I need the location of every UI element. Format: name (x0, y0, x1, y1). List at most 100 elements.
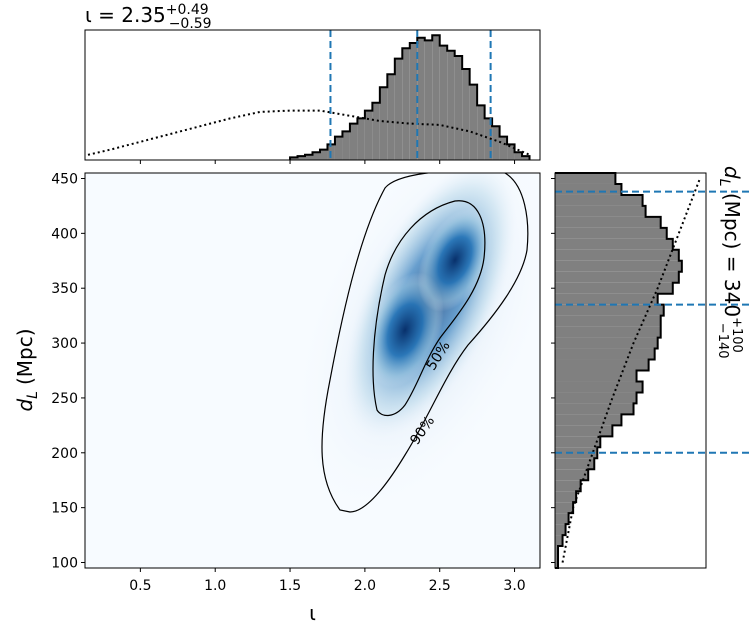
y-label-sub: L (25, 391, 41, 399)
hist-bar (555, 436, 601, 448)
hist-bar (507, 144, 515, 160)
hist-bar (555, 381, 643, 393)
y-tick-label: 250 (51, 391, 78, 407)
hist-bar (555, 491, 577, 503)
side-title-var: d (720, 166, 744, 179)
y-tick-label: 300 (51, 336, 78, 352)
hist-bar (484, 118, 493, 160)
y-label-unit: (Mpc) (13, 328, 37, 385)
hist-bar (477, 105, 485, 160)
hist-bar (402, 48, 410, 161)
hist-bar (555, 546, 559, 558)
hist-bar (555, 282, 673, 294)
hist-bar (492, 126, 500, 160)
hist-bar (454, 56, 463, 160)
hist-bar (555, 216, 661, 228)
hist-bar (555, 414, 622, 426)
side-title-main: (Mpc) = 340 (720, 187, 744, 318)
hist-bar (555, 337, 658, 349)
hist-bar (417, 37, 425, 160)
hist-bar (555, 403, 634, 415)
y-tick-label: 100 (51, 556, 78, 572)
hist-bar (555, 260, 682, 272)
hist-bar (319, 149, 328, 160)
hist-bar (514, 152, 523, 160)
hist-bar (297, 156, 306, 160)
title-upper: +0.49 (166, 2, 209, 18)
x-tick-label: 0.5 (129, 578, 151, 594)
hist-bar (312, 152, 320, 160)
hist-bar (555, 447, 598, 459)
hist-bar (555, 238, 673, 250)
hist-bar (387, 74, 395, 160)
contour-90 (321, 173, 529, 513)
hist-bar (499, 136, 508, 160)
hist-outline (289, 34, 531, 160)
hist-bar (447, 50, 455, 160)
hist-bar (555, 227, 667, 239)
hist-bar (555, 315, 661, 327)
y-tick-label: 200 (51, 446, 78, 462)
hist-bar (424, 40, 433, 160)
hist-bar (555, 271, 679, 283)
x-tick-label: 3.0 (503, 578, 525, 594)
hist-bar (439, 45, 448, 160)
y-axis-label: dL (Mpc) (13, 328, 41, 411)
hist-bar (555, 370, 637, 382)
hist-bar (522, 156, 530, 160)
hist-bar (555, 249, 679, 261)
x-tick-label: 2.5 (429, 578, 451, 594)
hist-bar (462, 69, 470, 160)
hist-bar (555, 458, 595, 470)
hist-bar (349, 123, 358, 160)
hist-bar (555, 524, 566, 536)
hist-bar (555, 469, 589, 481)
x-tick-label: 1.5 (279, 578, 301, 594)
hist-bar (555, 326, 661, 338)
hist-bar (364, 110, 373, 160)
density-field (85, 173, 540, 568)
right-frame (554, 172, 707, 569)
main-frame (84, 172, 541, 569)
side-title-sub: L (716, 179, 732, 187)
hist-bar (555, 205, 646, 217)
y-tick-label: 350 (51, 281, 78, 297)
hist-bar (555, 513, 569, 525)
top-frame (84, 29, 541, 161)
hist-bar (342, 131, 350, 160)
hist-bar (409, 43, 418, 160)
side-title-upper: +100 (729, 317, 744, 353)
hist-bar (555, 480, 581, 492)
title-lower: −0.59 (169, 16, 212, 32)
hist-bar (379, 87, 388, 160)
hist-bar (372, 102, 380, 160)
hist-bar (469, 84, 478, 160)
hist-bar (555, 173, 616, 184)
x-axis-label: ι (309, 601, 316, 625)
x-tick-label: 1.0 (204, 578, 226, 594)
hist-bar (555, 304, 664, 316)
chart-title: ι = 2.35+0.49 −0.59 (85, 2, 212, 32)
y-label-var: d (13, 399, 37, 412)
hist-bar (555, 348, 655, 360)
hist-bar (555, 502, 574, 514)
hist-bar (555, 557, 559, 568)
y-tick-label: 450 (51, 171, 78, 187)
hist-bar (555, 359, 649, 371)
prior-line (561, 178, 701, 563)
hist-bar (394, 58, 403, 160)
hist-bar (555, 392, 637, 404)
density-peak (417, 208, 493, 312)
hist-bar (555, 293, 658, 305)
title-main: ι = 2.35 (85, 3, 166, 27)
hist-bar (290, 157, 298, 160)
hist-bar (555, 535, 563, 547)
side-title-lower: −140 (715, 323, 730, 359)
hist-bar (334, 136, 343, 160)
y-tick-label: 400 (51, 226, 78, 242)
hist-bar (305, 154, 313, 160)
x-tick-label: 2.0 (354, 578, 376, 594)
hist-bar (432, 35, 440, 161)
hist-bar (357, 118, 365, 160)
